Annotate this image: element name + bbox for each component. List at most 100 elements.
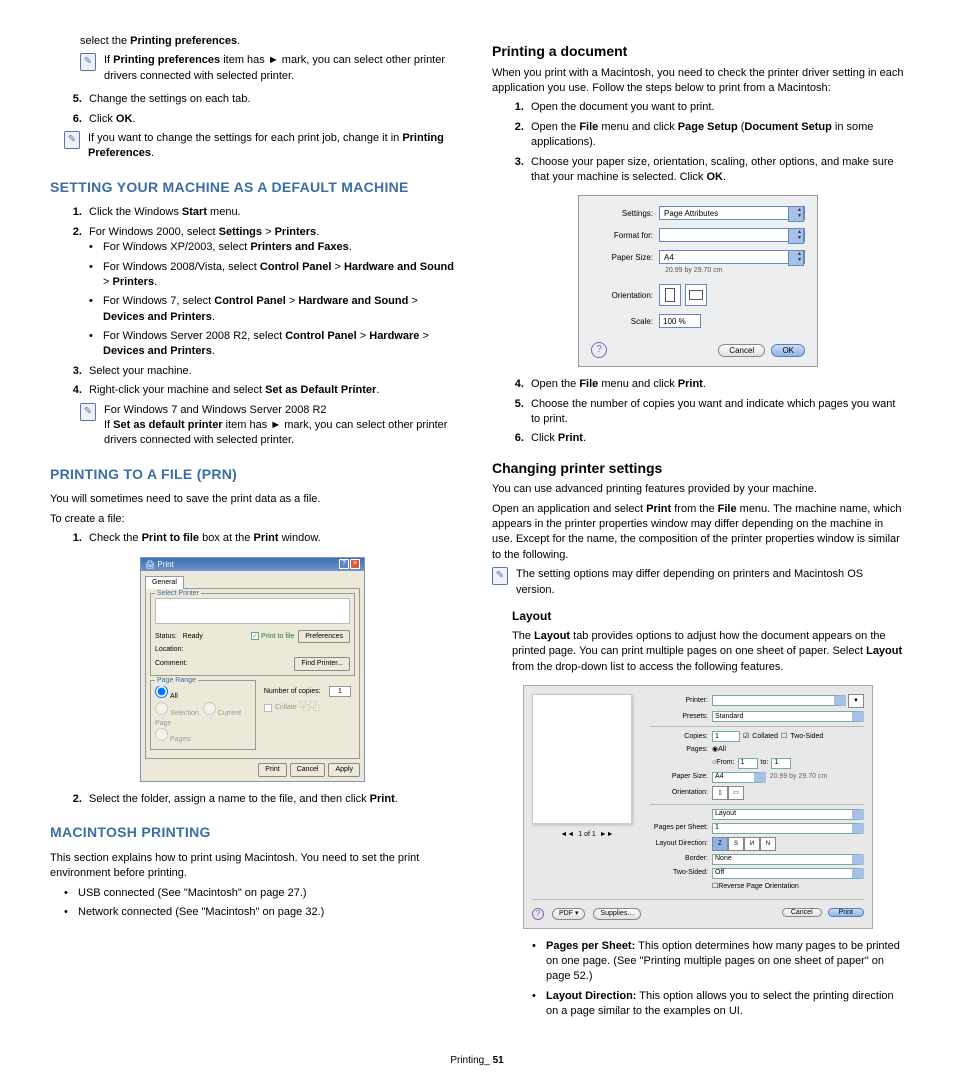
pd-steps-cont: Open the File menu and click Print. Choo… (522, 377, 904, 447)
print-button[interactable]: Print (828, 908, 864, 917)
copies-input[interactable]: 1 (329, 686, 351, 697)
step-5: Change the settings on each tab. (85, 92, 462, 107)
pages-label: Pages: (650, 745, 712, 755)
prn-intro-1: You will sometimes need to save the prin… (50, 492, 462, 507)
bullet: Pages per Sheet: This option determines … (532, 939, 904, 985)
help-button[interactable]: ? (339, 559, 349, 569)
pps-select[interactable]: 1 (712, 823, 864, 834)
ok-button[interactable]: OK (771, 344, 805, 357)
format-label: Format for: (591, 230, 659, 241)
cancel-button[interactable]: Cancel (290, 763, 326, 777)
settings-select[interactable]: Page Attributes▴▾ (659, 206, 805, 220)
group-title: Page Range (155, 676, 198, 686)
step-6: Click OK. (85, 112, 462, 127)
print-button[interactable]: Print (258, 763, 286, 777)
note-icon: ✎ (492, 567, 508, 585)
prev-page[interactable]: ◄◄ (560, 830, 574, 840)
note-text: For Windows 7 and Windows Server 2008 R2… (104, 403, 462, 449)
mac-print-dialog: ◄◄ 1 of 1 ►► Printer: ▼ Presets: Standar… (523, 685, 873, 929)
page-indicator: 1 of 1 (578, 830, 596, 840)
ld-option-3[interactable]: И (744, 837, 760, 851)
windows-print-dialog: 🖨 Print ? × General Select Printer Statu… (140, 557, 365, 782)
note-icon: ✎ (80, 53, 96, 71)
mac-intro: This section explains how to print using… (50, 851, 462, 882)
apply-button[interactable]: Apply (328, 763, 360, 777)
presets-select[interactable]: Standard (712, 711, 864, 722)
border-select[interactable]: None (712, 854, 864, 865)
pd-step-2: Open the File menu and click Page Setup … (527, 120, 904, 151)
bullet: For Windows Server 2008 R2, select Contr… (89, 329, 462, 360)
group-title: Select Printer (155, 589, 201, 599)
twosided-checkbox[interactable]: ☐ (781, 732, 787, 742)
mac-page-setup-dialog: Settings: Page Attributes▴▾ Format for: … (578, 195, 818, 367)
supplies-button[interactable]: Supplies… (593, 908, 641, 920)
print-preview (532, 694, 632, 824)
ld-option-1[interactable]: Z (712, 837, 728, 851)
copies-label: Number of copies: (264, 687, 321, 697)
heading-printing-doc: Printing a document (492, 42, 904, 62)
bullet: Layout Direction: This option allows you… (532, 989, 904, 1020)
paper-label: Paper Size: (591, 252, 659, 263)
paper-dim: 20.99 by 29.70 cm (770, 772, 828, 782)
ld-label: Layout Direction: (650, 839, 712, 849)
note: ✎ If Printing preferences item has ► mar… (80, 53, 462, 84)
collate-checkbox (264, 704, 272, 712)
status-row: Status: Ready (155, 632, 203, 642)
from-input[interactable]: 1 (738, 758, 758, 769)
printer-expand[interactable]: ▼ (848, 694, 864, 708)
note-text: If you want to change the settings for e… (88, 131, 462, 162)
panel-select[interactable]: Layout (712, 809, 864, 820)
page-content: select the Printing preferences. ✎ If Pr… (50, 30, 904, 1024)
orient-landscape[interactable]: ▭ (728, 786, 744, 800)
note-icon: ✎ (80, 403, 96, 421)
tab-general[interactable]: General (145, 576, 184, 589)
paper-select[interactable]: A4 (712, 772, 766, 783)
heading-prn: PRINTING TO A FILE (PRN) (50, 465, 462, 485)
help-button[interactable]: ? (591, 342, 607, 358)
collated-checkbox[interactable]: ☑ (743, 732, 749, 742)
radio-all[interactable] (155, 685, 168, 698)
scale-label: Scale: (591, 316, 659, 327)
page-footer: Printing_ 51 (50, 1054, 904, 1068)
prn-step-2: Select the folder, assign a name to the … (85, 792, 462, 807)
paper-select[interactable]: A4▴▾ (659, 250, 805, 264)
radio-selection (155, 702, 168, 715)
preferences-button[interactable]: Preferences (298, 630, 350, 644)
ts-select[interactable]: Off (712, 868, 864, 879)
print-to-file-checkbox[interactable]: ✓ (251, 632, 259, 640)
note-text: The setting options may differ depending… (516, 567, 904, 598)
radio-current (203, 702, 216, 715)
ts-label: Two-Sided: (650, 868, 712, 878)
copies-input[interactable]: 1 (712, 731, 740, 742)
copies-label: Copies: (650, 732, 712, 742)
cancel-button[interactable]: Cancel (718, 344, 765, 357)
collate-icon: ⿻⿻ (300, 701, 320, 715)
collate-label: Collate (275, 703, 297, 713)
comment-label: Comment: (155, 659, 187, 669)
cs-p1: You can use advanced printing features p… (492, 482, 904, 497)
scale-input[interactable]: 100 % (659, 314, 701, 328)
cancel-button[interactable]: Cancel (782, 908, 822, 917)
group-select-printer: Select Printer Status: Ready ✓ Print to … (150, 593, 355, 676)
printer-list[interactable] (155, 598, 350, 624)
prn-steps: Check the Print to file box at the Print… (80, 531, 462, 546)
bullet: For Windows XP/2003, select Printers and… (89, 240, 462, 255)
close-button[interactable]: × (350, 559, 360, 569)
pdf-button[interactable]: PDF ▾ (552, 908, 585, 920)
bullet: For Windows 2008/Vista, select Control P… (89, 260, 462, 291)
orientation-landscape[interactable] (685, 284, 707, 306)
dialog-titlebar: 🖨 Print ? × (141, 558, 364, 571)
pps-label: Pages per Sheet: (650, 823, 712, 833)
ld-option-2[interactable]: S (728, 837, 744, 851)
orient-portrait[interactable]: ▯ (712, 786, 728, 800)
next-page[interactable]: ►► (600, 830, 614, 840)
settings-label: Settings: (591, 208, 659, 219)
to-input[interactable]: 1 (771, 758, 791, 769)
help-button[interactable]: ? (532, 908, 544, 920)
step-1: Click the Windows Start menu. (85, 205, 462, 220)
format-select[interactable]: ▴▾ (659, 228, 805, 242)
orientation-portrait[interactable] (659, 284, 681, 306)
find-printer-button[interactable]: Find Printer... (294, 657, 350, 671)
printer-select[interactable] (712, 695, 846, 706)
ld-option-4[interactable]: N (760, 837, 776, 851)
